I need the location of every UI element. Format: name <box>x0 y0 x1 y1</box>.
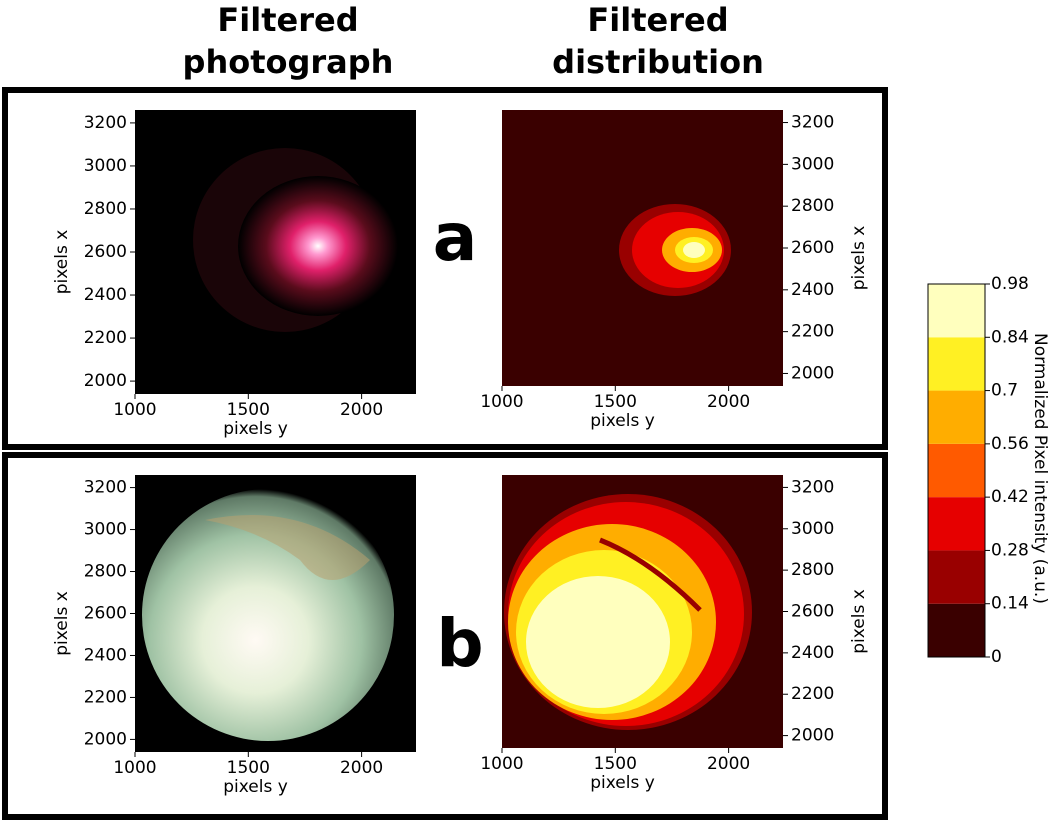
y-tick-label: 2200 <box>791 322 834 342</box>
colorbar-tick-label: 0.14 <box>991 594 1029 614</box>
x-axis-label: pixels y <box>223 419 288 439</box>
row-label: b <box>436 605 483 682</box>
colorbar-tick-label: 0.7 <box>991 381 1018 401</box>
colorbar-tick-label: 0.28 <box>991 540 1029 560</box>
x-tick-label: 1500 <box>594 754 637 774</box>
y-tick-label: 2800 <box>791 196 834 216</box>
y-tick-label: 3200 <box>84 113 127 133</box>
y-tick-label: 2800 <box>791 560 834 580</box>
y-tick-label: 2200 <box>791 684 834 704</box>
y-tick-label: 3000 <box>791 519 834 539</box>
x-tick-label: 1500 <box>227 400 270 420</box>
heatmap-level <box>526 576 670 708</box>
y-tick-label: 2600 <box>791 602 834 622</box>
y-tick-label: 2400 <box>791 643 834 663</box>
row-label: a <box>433 199 478 276</box>
colorbar-level <box>928 391 985 444</box>
y-tick-label: 2000 <box>791 363 834 383</box>
colorbar-tick-label: 0.84 <box>991 327 1029 347</box>
y-tick-label: 2000 <box>84 371 127 391</box>
colorbar-tick-label: 0.98 <box>991 274 1029 294</box>
colorbar-label: Normalized Pixel intensity (a.u.) <box>1030 333 1050 604</box>
y-tick-label: 2800 <box>84 199 127 219</box>
x-tick-label: 2000 <box>707 754 750 774</box>
y-tick-label: 2400 <box>84 645 127 665</box>
x-tick-label: 2000 <box>340 758 383 778</box>
heatmap-level <box>683 242 705 258</box>
y-tick-label: 3000 <box>84 156 127 176</box>
figure: Filtered photograph Filtered distributio… <box>0 0 1058 822</box>
y-tick-label: 3000 <box>791 154 834 174</box>
y-tick-label: 3200 <box>84 478 127 498</box>
x-tick-label: 2000 <box>340 400 383 420</box>
y-tick-label: 2000 <box>791 726 834 746</box>
colorbar-level <box>928 444 985 497</box>
column-header: Filtered <box>587 1 728 39</box>
x-tick-label: 2000 <box>707 392 750 412</box>
y-tick-label: 2600 <box>84 604 127 624</box>
y-tick-label: 2400 <box>84 285 127 305</box>
colorbar-tick-label: 0.42 <box>991 487 1029 507</box>
y-tick-label: 3000 <box>84 520 127 540</box>
y-tick-label: 2400 <box>791 280 834 300</box>
y-axis-label: pixels x <box>52 230 72 295</box>
colorbar-level <box>928 284 985 337</box>
column-header: photograph <box>183 43 394 81</box>
x-tick-label: 1000 <box>113 400 156 420</box>
x-tick-label: 1000 <box>113 758 156 778</box>
y-tick-label: 2600 <box>84 242 127 262</box>
y-tick-label: 2200 <box>84 328 127 348</box>
colorbar-level <box>928 550 985 603</box>
y-axis-label: pixels x <box>849 589 869 654</box>
x-axis-label: pixels y <box>590 411 655 431</box>
y-axis-label: pixels x <box>52 591 72 656</box>
photo-glow <box>238 176 398 316</box>
y-tick-label: 2800 <box>84 562 127 582</box>
x-tick-label: 1000 <box>480 392 523 412</box>
y-tick-label: 3200 <box>791 477 834 497</box>
colorbar-level <box>928 337 985 390</box>
y-tick-label: 2000 <box>84 729 127 749</box>
x-tick-label: 1500 <box>227 758 270 778</box>
x-tick-label: 1000 <box>480 754 523 774</box>
y-tick-label: 2600 <box>791 238 834 258</box>
x-axis-label: pixels y <box>590 773 655 793</box>
x-axis-label: pixels y <box>223 777 288 797</box>
y-axis-label: pixels x <box>849 226 869 291</box>
y-tick-label: 2200 <box>84 687 127 707</box>
colorbar-level <box>928 604 985 657</box>
column-header: Filtered <box>217 1 358 39</box>
colorbar-tick-label: 0.56 <box>991 434 1029 454</box>
y-tick-label: 3200 <box>791 113 834 133</box>
x-tick-label: 1500 <box>594 392 637 412</box>
colorbar-tick-label: 0 <box>991 647 1002 667</box>
colorbar-level <box>928 497 985 550</box>
column-header: distribution <box>552 43 764 81</box>
